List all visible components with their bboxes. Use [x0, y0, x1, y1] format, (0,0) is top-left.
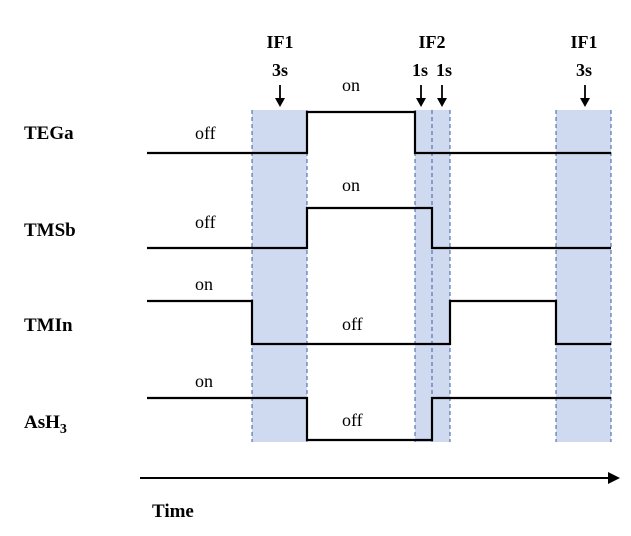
- ash3-state-off: off: [342, 410, 363, 430]
- tmin-waveform: [147, 299, 611, 346]
- if2-duration-1: 1s: [412, 60, 428, 80]
- if2-duration-2: 1s: [436, 60, 452, 80]
- time-axis-arrowhead: [608, 472, 620, 484]
- if1-band-left: [252, 110, 307, 442]
- if2-name: IF2: [419, 32, 446, 52]
- if1-left-name: IF1: [267, 32, 294, 52]
- ash3-waveform: [147, 396, 611, 442]
- tmsb-state-off: off: [195, 212, 216, 232]
- tmin-state-on: on: [195, 274, 213, 294]
- signal-label-tega: TEGa: [24, 123, 74, 144]
- time-axis-label: Time: [152, 501, 194, 522]
- if1-band-right: [556, 110, 611, 442]
- signal-label-ash3-base: AsH: [24, 412, 60, 433]
- signal-label-tmsb: TMSb: [24, 220, 76, 241]
- if2-arrow-1: [416, 85, 426, 107]
- tega-state-off: off: [195, 123, 216, 143]
- signal-label-ash3-subscript: 3: [60, 422, 67, 437]
- if1-right-duration: 3s: [576, 60, 592, 80]
- tega-state-on: on: [342, 75, 360, 95]
- if1-left-arrow: [275, 85, 285, 107]
- tmsb-waveform: [147, 206, 611, 250]
- tega-waveform: [147, 110, 611, 155]
- if1-left-duration: 3s: [272, 60, 288, 80]
- if1-right-arrow: [580, 85, 590, 107]
- signal-label-ash3: AsH3: [24, 412, 67, 437]
- ash3-state-on: on: [195, 371, 213, 391]
- tmsb-state-on: on: [342, 175, 360, 195]
- signal-label-tmin: TMIn: [24, 315, 73, 336]
- if1-right-name: IF1: [571, 32, 598, 52]
- if2-arrow-2: [437, 85, 447, 107]
- tmin-state-off: off: [342, 314, 363, 334]
